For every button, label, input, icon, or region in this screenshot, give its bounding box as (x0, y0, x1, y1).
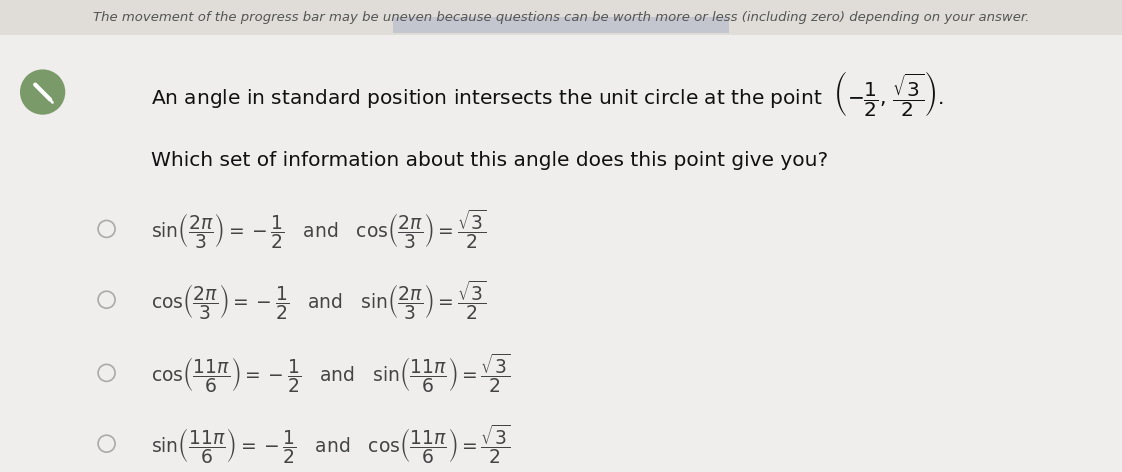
Bar (0, 0, 1122, 35)
Text: An angle in standard position intersects the unit circle at the point  $\left(-\: An angle in standard position intersects… (151, 69, 945, 119)
Text: $\sin\!\left(\dfrac{2\pi}{3}\right) = -\dfrac{1}{2}$   and   $\cos\!\left(\dfrac: $\sin\!\left(\dfrac{2\pi}{3}\right) = -\… (151, 207, 487, 251)
Text: $\sin\!\left(\dfrac{11\pi}{6}\right) = -\dfrac{1}{2}$   and   $\cos\!\left(\dfra: $\sin\!\left(\dfrac{11\pi}{6}\right) = -… (151, 421, 511, 466)
Ellipse shape (20, 69, 65, 115)
Bar (393, 17, 729, 33)
Text: $\cos\!\left(\dfrac{11\pi}{6}\right) = -\dfrac{1}{2}$   and   $\sin\!\left(\dfra: $\cos\!\left(\dfrac{11\pi}{6}\right) = -… (151, 351, 511, 395)
Text: The movement of the progress bar may be uneven because questions can be worth mo: The movement of the progress bar may be … (93, 11, 1029, 24)
Text: Which set of information about this angle does this point give you?: Which set of information about this angl… (151, 151, 828, 170)
Text: $\cos\!\left(\dfrac{2\pi}{3}\right) = -\dfrac{1}{2}$   and   $\sin\!\left(\dfrac: $\cos\!\left(\dfrac{2\pi}{3}\right) = -\… (151, 278, 487, 322)
